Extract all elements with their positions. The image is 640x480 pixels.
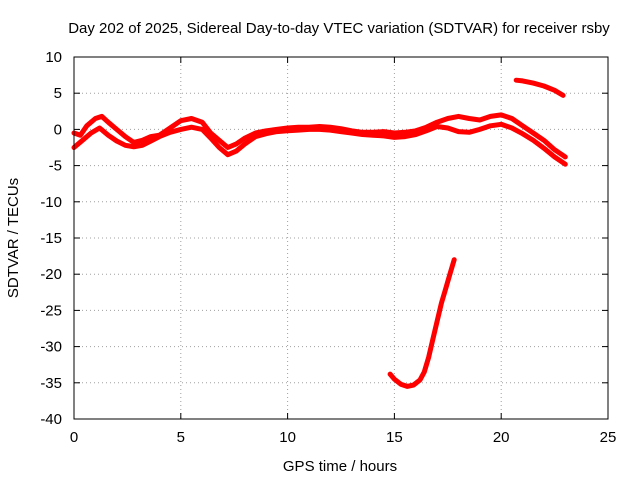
y-tick-label: -10 bbox=[40, 194, 62, 211]
y-tick-label: 0 bbox=[54, 121, 62, 138]
y-axis-title: SDTVAR / TECUs bbox=[5, 178, 22, 298]
axis-ticks: 0 5 10 15 20 25 -40 -35 -30 -25 -20 -15 -10 -5 0 5 10 bbox=[40, 49, 616, 446]
chart-title: Day 202 of 2025, Sidereal Day-to-day VTE… bbox=[68, 20, 610, 37]
x-tick-label: 25 bbox=[600, 429, 617, 446]
y-tick-label: 5 bbox=[54, 85, 62, 102]
y-tick-label: -15 bbox=[40, 230, 62, 247]
y-tick-label: -30 bbox=[40, 339, 62, 356]
x-tick-label: 5 bbox=[177, 429, 185, 446]
y-tick-label: -35 bbox=[40, 375, 62, 392]
series-track-a-upper bbox=[71, 112, 568, 160]
y-tick-label: -25 bbox=[40, 302, 62, 319]
y-tick-label: 10 bbox=[45, 49, 62, 66]
series-track-a-lower bbox=[71, 121, 568, 167]
data-series bbox=[71, 77, 568, 389]
x-tick-label: 15 bbox=[386, 429, 403, 446]
x-tick-label: 0 bbox=[70, 429, 78, 446]
series-track-c-late bbox=[513, 77, 566, 98]
y-tick-label: -5 bbox=[49, 158, 62, 175]
x-tick-label: 20 bbox=[493, 429, 510, 446]
x-axis-title: GPS time / hours bbox=[283, 458, 397, 475]
series-track-b-dip bbox=[387, 257, 457, 389]
x-tick-label: 10 bbox=[279, 429, 296, 446]
y-tick-label: -40 bbox=[40, 411, 62, 428]
y-tick-label: -20 bbox=[40, 266, 62, 283]
